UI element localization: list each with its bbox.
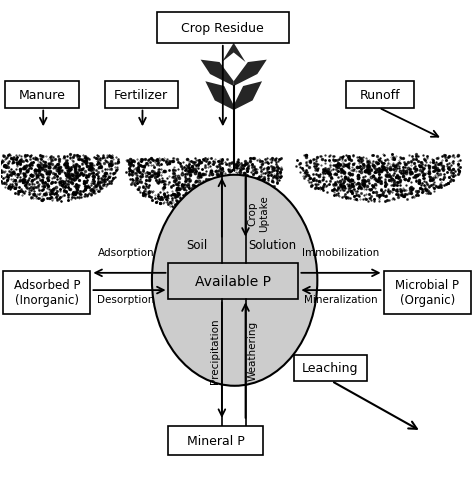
Text: Desorption: Desorption xyxy=(97,294,155,304)
FancyBboxPatch shape xyxy=(383,271,471,314)
FancyBboxPatch shape xyxy=(5,82,79,108)
Text: Immobilization: Immobilization xyxy=(302,248,380,258)
Text: Soil: Soil xyxy=(186,238,208,251)
Text: Adsorption: Adsorption xyxy=(98,248,154,258)
Text: Adsorbed P
(Inorganic): Adsorbed P (Inorganic) xyxy=(14,279,80,307)
Ellipse shape xyxy=(152,175,318,386)
Polygon shape xyxy=(205,82,234,111)
FancyBboxPatch shape xyxy=(105,82,178,108)
Text: Mineralization: Mineralization xyxy=(304,294,378,304)
Text: Weathering: Weathering xyxy=(248,320,258,380)
Text: Precipitation: Precipitation xyxy=(210,317,219,383)
Text: Runoff: Runoff xyxy=(360,89,400,102)
Polygon shape xyxy=(234,60,267,87)
FancyBboxPatch shape xyxy=(3,271,91,314)
Text: Available P: Available P xyxy=(195,275,272,289)
FancyBboxPatch shape xyxy=(168,264,299,300)
Text: Microbial P
(Organic): Microbial P (Organic) xyxy=(395,279,459,307)
Text: Crop
Uptake: Crop Uptake xyxy=(248,195,270,232)
FancyBboxPatch shape xyxy=(168,426,263,456)
Text: Solution: Solution xyxy=(248,238,297,251)
Polygon shape xyxy=(222,44,246,63)
FancyBboxPatch shape xyxy=(294,355,367,381)
Text: Fertilizer: Fertilizer xyxy=(114,89,168,102)
Polygon shape xyxy=(234,82,262,111)
Polygon shape xyxy=(201,60,234,87)
Text: Manure: Manure xyxy=(18,89,65,102)
FancyBboxPatch shape xyxy=(346,82,414,108)
Text: Mineral P: Mineral P xyxy=(187,434,245,447)
Text: Leaching: Leaching xyxy=(302,361,359,374)
Text: Crop Residue: Crop Residue xyxy=(182,22,264,35)
FancyBboxPatch shape xyxy=(156,12,289,44)
